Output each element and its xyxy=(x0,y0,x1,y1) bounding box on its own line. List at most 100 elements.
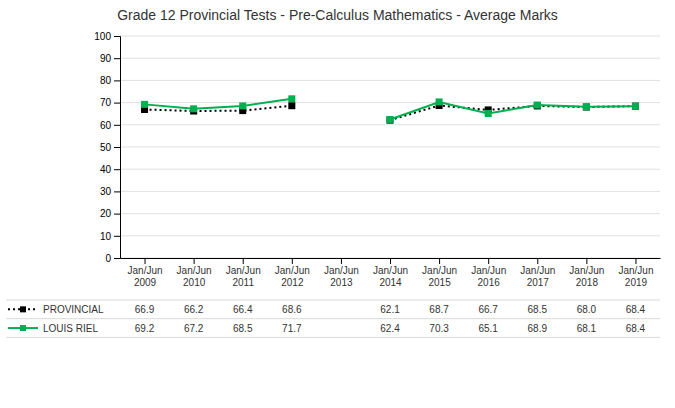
series-marker xyxy=(288,102,295,109)
y-tick: 90 xyxy=(100,53,120,64)
series-marker xyxy=(485,110,492,117)
x-tick-mark xyxy=(488,258,489,264)
x-tick-mark xyxy=(292,258,293,264)
x-tick-label-line: 2011 xyxy=(232,277,254,288)
series-marker xyxy=(632,103,639,110)
x-tick-mark xyxy=(194,258,195,264)
y-tick-mark xyxy=(114,103,120,104)
x-tick-label-line: Jan/Jun xyxy=(618,265,653,276)
x-tick-mark xyxy=(439,258,440,264)
y-tick-mark xyxy=(114,191,120,192)
data-label: 71.7 xyxy=(282,323,302,334)
x-tick-label-line: Jan/Jun xyxy=(373,265,408,276)
x-tick: Jan/Jun2016 xyxy=(471,258,506,288)
x-tick-label-line: 2019 xyxy=(625,277,648,288)
y-tick-mark xyxy=(114,169,120,170)
x-tick-label-line: 2013 xyxy=(330,277,353,288)
y-tick: 50 xyxy=(100,142,120,153)
x-tick: Jan/Jun2010 xyxy=(177,258,212,288)
x-tick: Jan/Jun2011 xyxy=(226,258,261,288)
x-tick-mark xyxy=(341,258,342,264)
chart-title: Grade 12 Provincial Tests - Pre-Calculus… xyxy=(117,7,558,23)
y-tick: 100 xyxy=(94,31,120,42)
x-axis: Jan/Jun2009Jan/Jun2010Jan/Jun2011Jan/Jun… xyxy=(121,258,661,288)
y-tick-label: 20 xyxy=(100,208,112,219)
legend-label: LOUIS RIEL xyxy=(43,323,98,334)
x-tick-label-line: 2015 xyxy=(428,277,451,288)
x-tick-label-line: 2012 xyxy=(281,277,304,288)
x-tick-label: Jan/Jun2019 xyxy=(618,265,653,288)
table-separator xyxy=(6,300,660,301)
y-tick-label: 100 xyxy=(94,31,111,42)
y-tick-mark xyxy=(114,147,120,148)
x-tick-label-line: Jan/Jun xyxy=(471,265,506,276)
grid-line xyxy=(120,169,660,170)
x-tick-label-line: 2018 xyxy=(576,277,599,288)
grid-line xyxy=(120,235,660,236)
y-tick: 10 xyxy=(100,231,120,242)
y-tick: 40 xyxy=(100,164,120,175)
x-tick-label: Jan/Jun2013 xyxy=(324,265,359,288)
series-marker xyxy=(387,116,394,123)
legend-marker xyxy=(20,325,26,331)
series-marker xyxy=(583,104,590,111)
x-tick-label: Jan/Jun2015 xyxy=(422,265,457,288)
y-tick: 60 xyxy=(100,120,120,131)
table-separator xyxy=(6,337,660,338)
series-marker xyxy=(534,102,541,109)
y-tick-label: 30 xyxy=(100,186,112,197)
series-marker xyxy=(534,102,541,109)
data-label: 62.1 xyxy=(380,304,400,315)
x-tick-label-line: 2014 xyxy=(379,277,402,288)
series-marker xyxy=(387,117,394,124)
x-tick: Jan/Jun2009 xyxy=(128,258,163,288)
data-label: 68.5 xyxy=(233,323,253,334)
data-label: 68.4 xyxy=(626,323,646,334)
x-tick-mark xyxy=(586,258,587,264)
grid-line xyxy=(120,58,660,59)
y-tick: 0 xyxy=(105,253,120,264)
x-tick: Jan/Jun2015 xyxy=(422,258,457,288)
y-tick: 80 xyxy=(100,75,120,86)
x-tick: Jan/Jun2018 xyxy=(569,258,604,288)
data-label: 68.6 xyxy=(282,304,302,315)
x-tick-mark xyxy=(537,258,538,264)
x-tick-label: Jan/Jun2016 xyxy=(471,265,506,288)
y-tick-mark xyxy=(114,36,120,37)
data-label: 68.7 xyxy=(429,304,449,315)
x-tick: Jan/Jun2012 xyxy=(275,258,310,288)
x-tick-label-line: 2017 xyxy=(527,277,550,288)
data-label: 66.2 xyxy=(184,304,204,315)
y-tick-mark xyxy=(114,80,120,81)
grid-line xyxy=(120,80,660,81)
data-label: 66.4 xyxy=(233,304,253,315)
series-marker xyxy=(632,103,639,110)
data-label: 62.4 xyxy=(380,323,400,334)
y-tick-mark xyxy=(114,214,120,215)
data-label: 66.7 xyxy=(478,304,498,315)
y-tick-label: 60 xyxy=(100,120,112,131)
x-tick-label-line: Jan/Jun xyxy=(324,265,359,276)
x-tick-label: Jan/Jun2011 xyxy=(226,265,261,288)
chart-svg: Grade 12 Provincial Tests - Pre-Calculus… xyxy=(0,0,675,408)
y-tick-label: 10 xyxy=(100,231,112,242)
data-label: 66.9 xyxy=(135,304,155,315)
series-marker xyxy=(141,101,148,108)
grid xyxy=(120,36,660,258)
x-tick-label-line: Jan/Jun xyxy=(422,265,457,276)
x-tick-mark xyxy=(145,258,146,264)
y-tick-label: 50 xyxy=(100,142,112,153)
x-tick-label: Jan/Jun2014 xyxy=(373,265,408,288)
data-label: 68.0 xyxy=(577,304,597,315)
x-tick-label-line: Jan/Jun xyxy=(128,265,163,276)
data-label: 69.2 xyxy=(135,323,155,334)
x-tick-label-line: Jan/Jun xyxy=(520,265,555,276)
data-label: 68.4 xyxy=(626,304,646,315)
series-marker xyxy=(190,105,197,112)
x-tick: Jan/Jun2013 xyxy=(324,258,359,288)
y-tick-label: 90 xyxy=(100,53,112,64)
legend-marker xyxy=(20,306,26,312)
series-marker xyxy=(583,103,590,110)
x-tick-label-line: 2016 xyxy=(478,277,501,288)
series-marker xyxy=(288,95,295,102)
